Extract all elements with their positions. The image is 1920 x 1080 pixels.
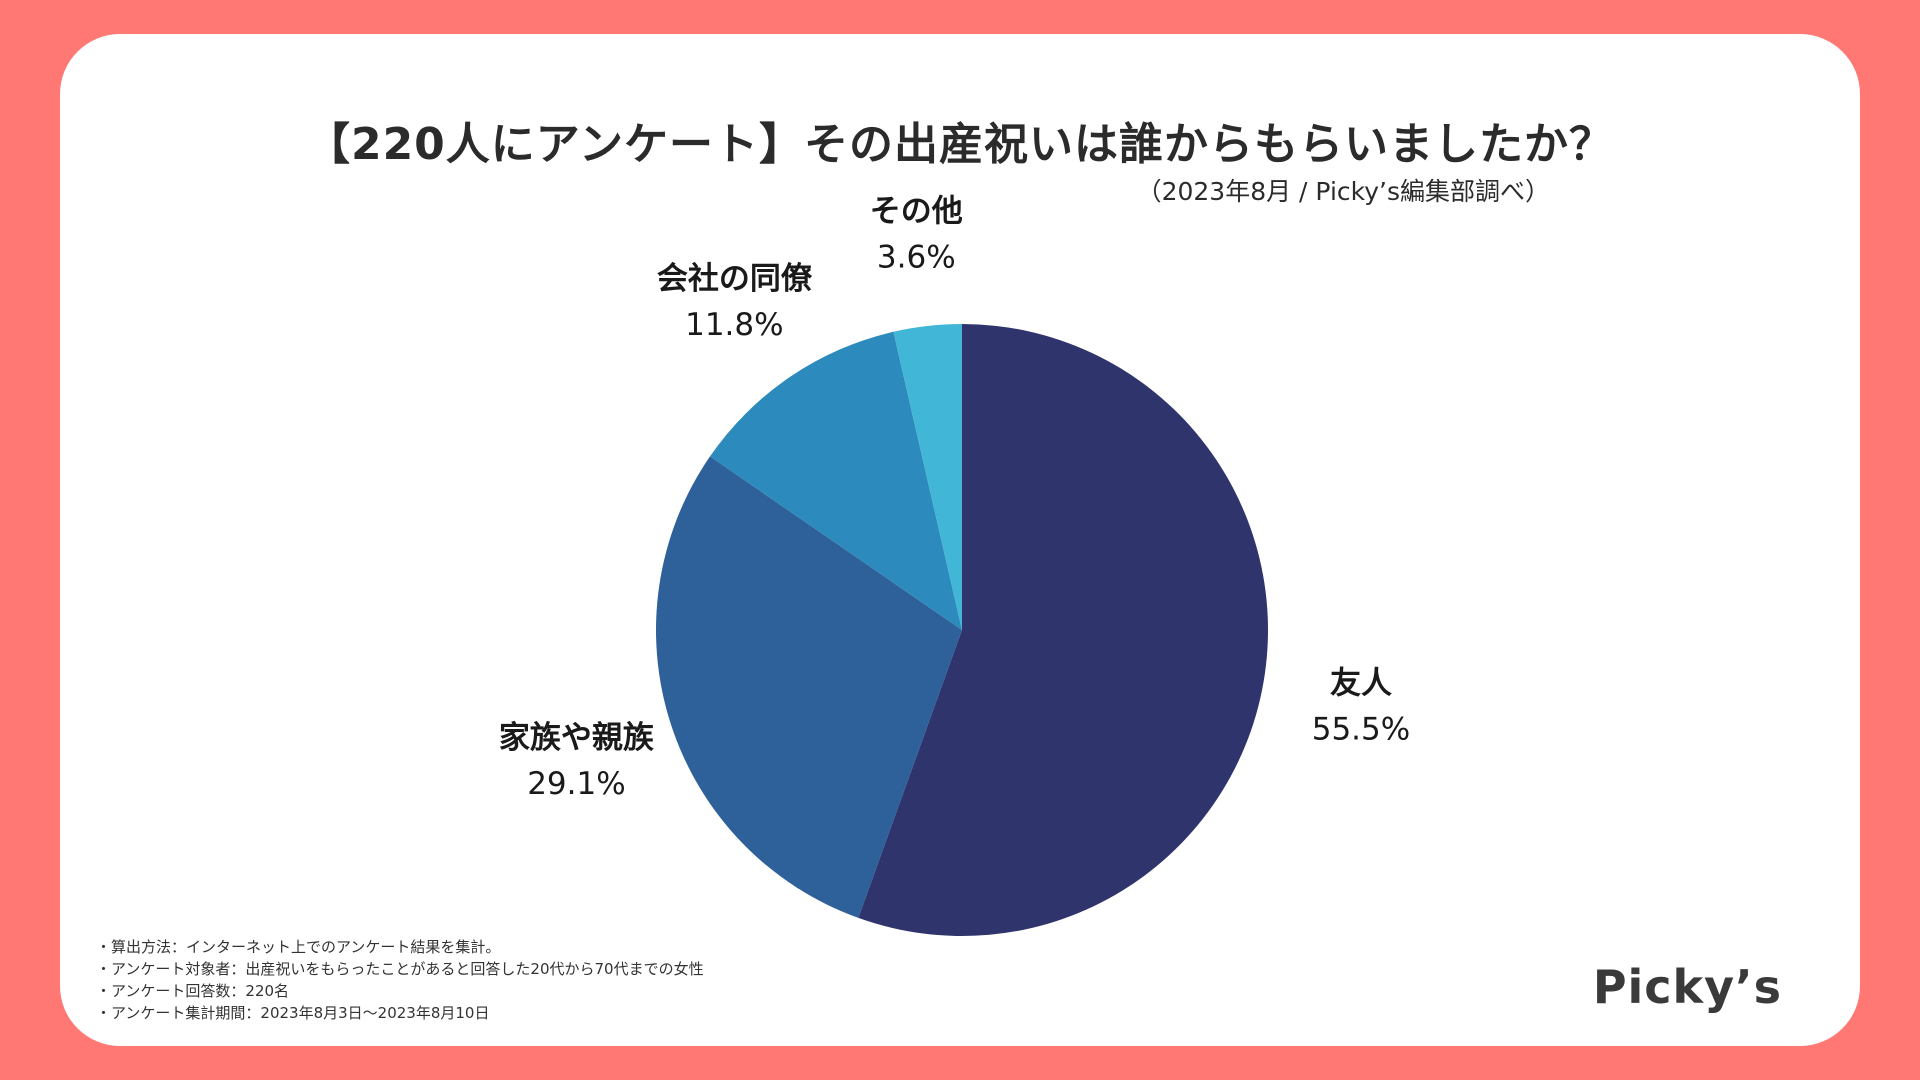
slice-value-3: 3.6% [877, 240, 956, 276]
chart-subtitle: （2023年8月 / Picky’s編集部調べ） [1136, 177, 1550, 206]
pie-slice-2 [709, 331, 962, 630]
pie-slice-3 [893, 324, 962, 630]
note-count: ・アンケート回答数：220名 [96, 982, 290, 1000]
slice-label-2: 会社の同僚 [657, 261, 813, 297]
chart-card: 【220人にアンケート】その出産祝いは誰からもらいましたか？ （2023年8月 … [60, 34, 1860, 1046]
slice-value-0: 55.5% [1312, 712, 1410, 748]
pickys-logo: Picky’s [1592, 960, 1782, 1014]
slice-value-1: 29.1% [527, 766, 625, 802]
note-method: ・算出方法：インターネット上でのアンケート結果を集計。 [96, 938, 501, 956]
slice-label-3: その他 [870, 194, 963, 230]
chart-title: 【220人にアンケート】その出産祝いは誰からもらいましたか？ [305, 119, 1615, 170]
survey-notes: ・算出方法：インターネット上でのアンケート結果を集計。 ・アンケート対象者：出産… [96, 936, 704, 1024]
pie-chart: 友人 55.5% 家族や親族 29.1% 会社の同僚 11.8% その他 3.6% [499, 194, 1410, 936]
note-period: ・アンケート集計期間：2023年8月3日〜2023年8月10日 [96, 1004, 490, 1022]
slice-label-0: 友人 [1330, 666, 1392, 702]
pie-slice-1 [655, 456, 962, 918]
slice-value-2: 11.8% [685, 307, 783, 343]
note-target: ・アンケート対象者：出産祝いをもらったことがあると回答した20代から70代までの… [96, 960, 704, 978]
pie-slice-0 [858, 324, 1268, 936]
slice-label-1: 家族や親族 [499, 720, 654, 756]
